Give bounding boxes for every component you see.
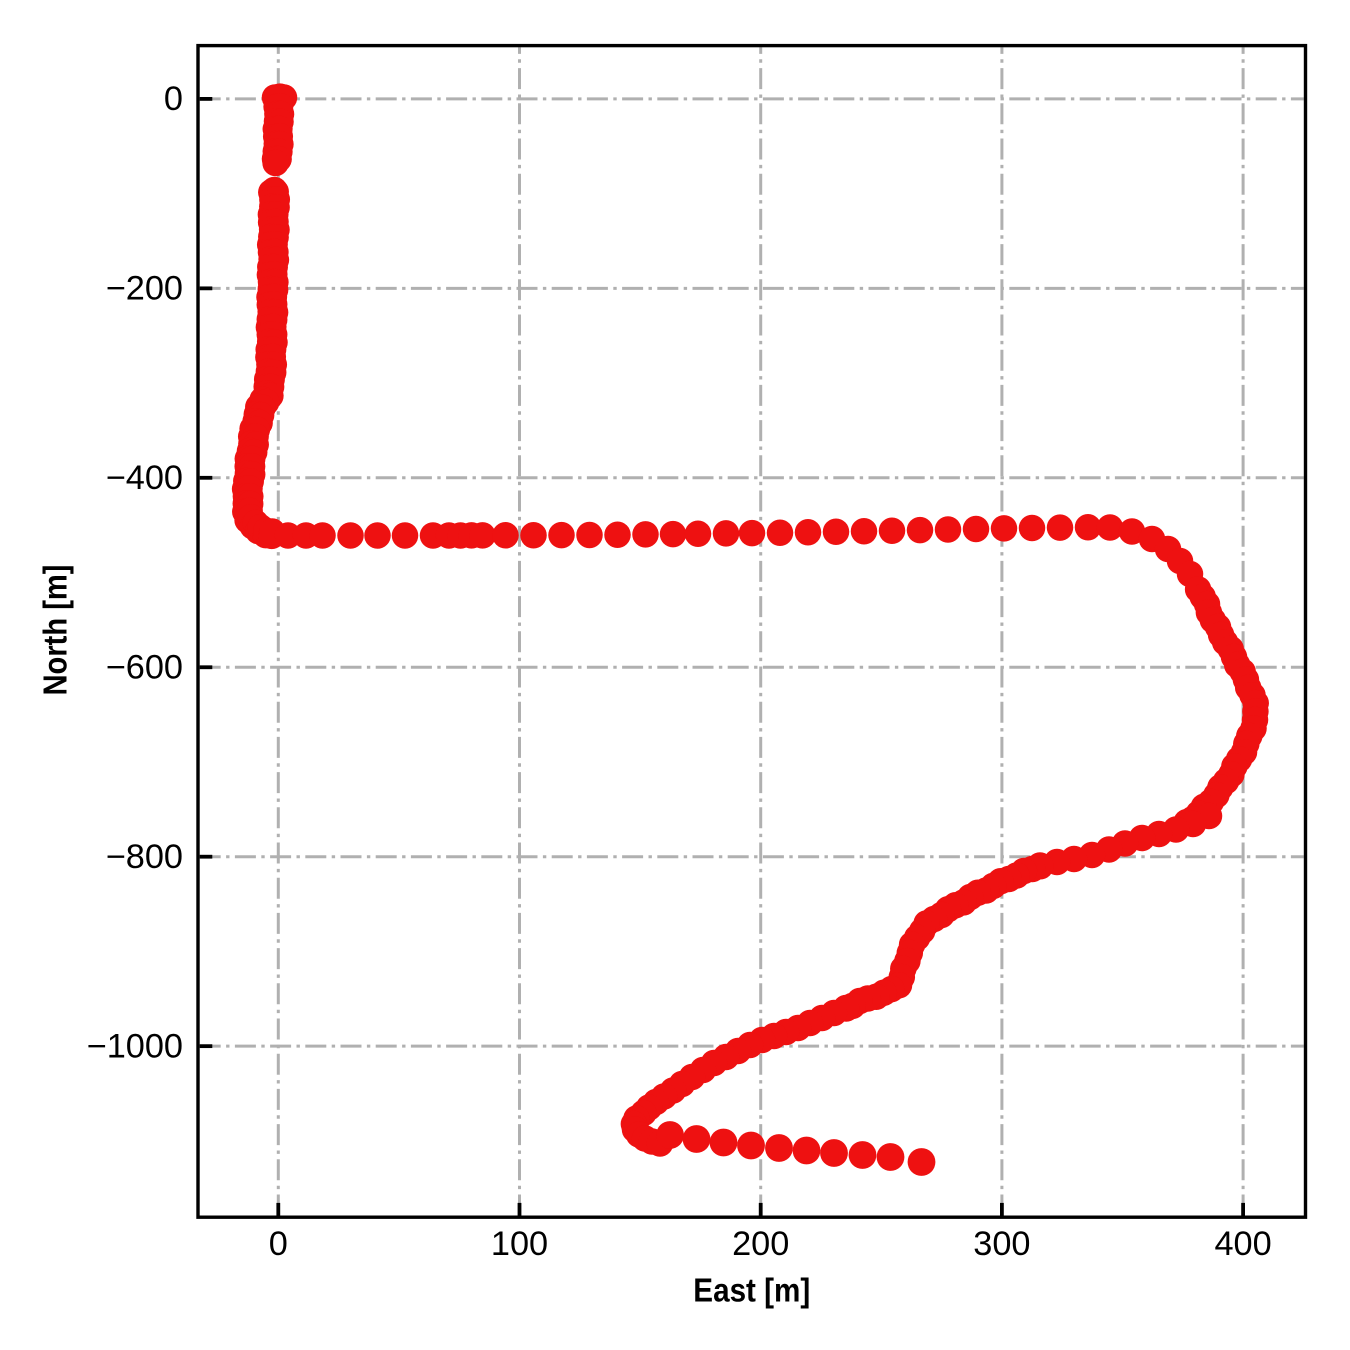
svg-text:−400: −400 <box>106 459 183 497</box>
svg-text:−1000: −1000 <box>87 1027 183 1065</box>
svg-text:−800: −800 <box>106 838 183 876</box>
svg-text:200: 200 <box>732 1225 789 1263</box>
svg-text:0: 0 <box>269 1225 288 1263</box>
svg-text:North [m]: North [m] <box>37 565 74 696</box>
svg-text:400: 400 <box>1214 1225 1271 1263</box>
svg-text:East [m]: East [m] <box>693 1272 810 1309</box>
svg-text:300: 300 <box>973 1225 1030 1263</box>
svg-text:0: 0 <box>164 80 183 118</box>
svg-text:−200: −200 <box>106 270 183 308</box>
svg-text:−600: −600 <box>106 648 183 686</box>
svg-text:100: 100 <box>491 1225 548 1263</box>
